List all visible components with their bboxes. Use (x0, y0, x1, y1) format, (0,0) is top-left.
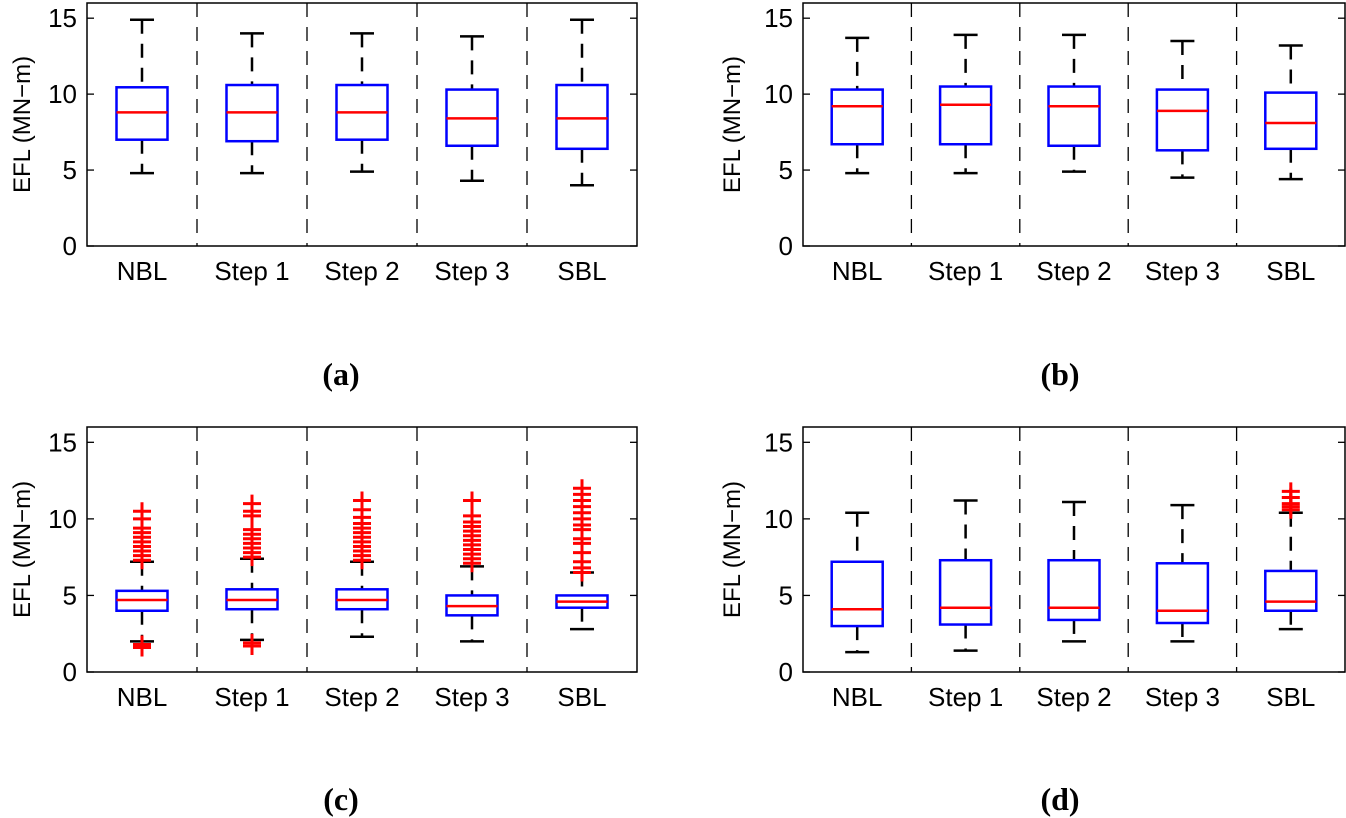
y-tick-label: 0 (779, 657, 793, 687)
outlier-marker (1281, 482, 1300, 501)
x-tick-label: Step 1 (214, 256, 289, 286)
y-tick-label: 5 (779, 155, 793, 185)
box-step-2: Step 2 (324, 32, 400, 286)
plot-frame (802, 2, 1346, 247)
iqr-box (1155, 88, 1210, 152)
x-tick-label: Step 2 (324, 682, 399, 712)
x-tick-label: NBL (832, 682, 883, 712)
box-step-1: Step 1 (214, 32, 290, 286)
iqr-box (1264, 569, 1318, 612)
iqr-box (1047, 85, 1101, 148)
box-sbl: SBL (555, 18, 609, 286)
y-tick-label: 10 (48, 504, 77, 534)
box-step-3: Step 3 (1145, 39, 1220, 286)
y-tick-label: 15 (764, 3, 793, 33)
x-tick-label: Step 3 (1145, 256, 1220, 286)
y-tick-label: 0 (63, 657, 77, 687)
iqr-box (1047, 558, 1101, 622)
box-step-1: Step 1 (928, 499, 1003, 712)
iqr-box (1264, 91, 1318, 151)
box-sbl: SBL (1264, 482, 1318, 712)
x-tick-label: SBL (557, 682, 606, 712)
x-tick-label: Step 3 (434, 682, 509, 712)
panel-label: (d) (1040, 781, 1079, 817)
box-step-3: Step 3 (434, 491, 510, 712)
x-tick-label: Step 1 (928, 256, 1003, 286)
box-nbl: NBL (115, 18, 169, 286)
y-axis-label: EFL (MN−m) (719, 56, 746, 193)
y-tick-label: 10 (764, 79, 793, 109)
box-nbl: NBL (115, 502, 169, 712)
x-tick-label: NBL (832, 256, 883, 286)
y-tick-label: 0 (63, 231, 77, 261)
x-tick-label: Step 2 (1036, 256, 1111, 286)
outlier-marker (133, 502, 151, 521)
plot-frame (86, 426, 638, 673)
box-step-3: Step 3 (434, 35, 510, 286)
box-sbl: SBL (1264, 44, 1318, 286)
y-tick-label: 10 (764, 504, 793, 534)
box-step-2: Step 2 (1036, 33, 1112, 286)
panel-label: (b) (1040, 356, 1079, 392)
x-tick-label: SBL (1266, 256, 1315, 286)
y-tick-label: 5 (63, 580, 77, 610)
y-tick-label: 15 (764, 427, 793, 457)
panel-label: (c) (323, 781, 359, 817)
y-axis-label: EFL (MN−m) (719, 481, 746, 618)
iqr-box (555, 83, 609, 151)
box-step-2: Step 2 (1036, 500, 1112, 712)
chart-panel-d: 0 5 10 15 EFL (MN−m) NBL Step 1 Step 2 Step 3 SBL… (719, 426, 1346, 817)
box-step-1: Step 1 (928, 33, 1003, 286)
y-tick-label: 10 (48, 79, 77, 109)
outlier-marker (463, 506, 481, 525)
y-tick-label: 0 (779, 231, 793, 261)
outlier-marker (133, 635, 151, 654)
box-sbl: SBL (555, 479, 609, 712)
y-axis-label: EFL (MN−m) (9, 56, 36, 193)
box-step-1: Step 1 (214, 494, 290, 712)
outlier-marker (463, 491, 481, 510)
box-nbl: NBL (830, 36, 884, 286)
x-tick-label: NBL (117, 256, 168, 286)
box-nbl: NBL (830, 511, 884, 712)
x-tick-label: SBL (1266, 682, 1315, 712)
iqr-box (938, 85, 993, 146)
x-tick-label: SBL (557, 256, 606, 286)
x-tick-label: Step 2 (324, 256, 399, 286)
chart-panel-a: 0 5 10 15 EFL (MN−m) NBL Step 1 Step 2 Step 3 SBL… (9, 2, 638, 392)
outlier-marker (243, 633, 261, 652)
iqr-box (1155, 562, 1210, 625)
y-axis-label: EFL (MN−m) (9, 481, 36, 618)
outlier-marker (353, 491, 371, 510)
chart-panel-b: 0 5 10 15 EFL (MN−m) NBL Step 1 Step 2 Step 3 SBL… (719, 2, 1346, 392)
x-tick-label: Step 1 (928, 682, 1003, 712)
plot-frame (802, 426, 1346, 673)
y-tick-label: 5 (779, 580, 793, 610)
box-step-3: Step 3 (1145, 503, 1220, 712)
y-tick-label: 15 (48, 427, 77, 457)
x-tick-label: Step 1 (214, 682, 289, 712)
box-step-2: Step 2 (324, 491, 400, 712)
x-tick-label: Step 3 (1145, 682, 1220, 712)
y-tick-label: 5 (63, 155, 77, 185)
outlier-marker (243, 494, 261, 513)
x-tick-label: Step 3 (434, 256, 509, 286)
chart-panel-c: 0 5 10 15 EFL (MN−m) NBL Step 1 Step 2 Step 3 SBL… (9, 426, 638, 817)
panel-label: (a) (322, 356, 359, 392)
iqr-box (938, 558, 993, 626)
x-tick-label: Step 2 (1036, 682, 1111, 712)
iqr-box (830, 560, 884, 628)
plot-frame (86, 2, 638, 247)
outlier-marker (573, 479, 591, 498)
y-tick-label: 15 (48, 3, 77, 33)
x-tick-label: NBL (117, 682, 168, 712)
iqr-box (830, 88, 884, 146)
